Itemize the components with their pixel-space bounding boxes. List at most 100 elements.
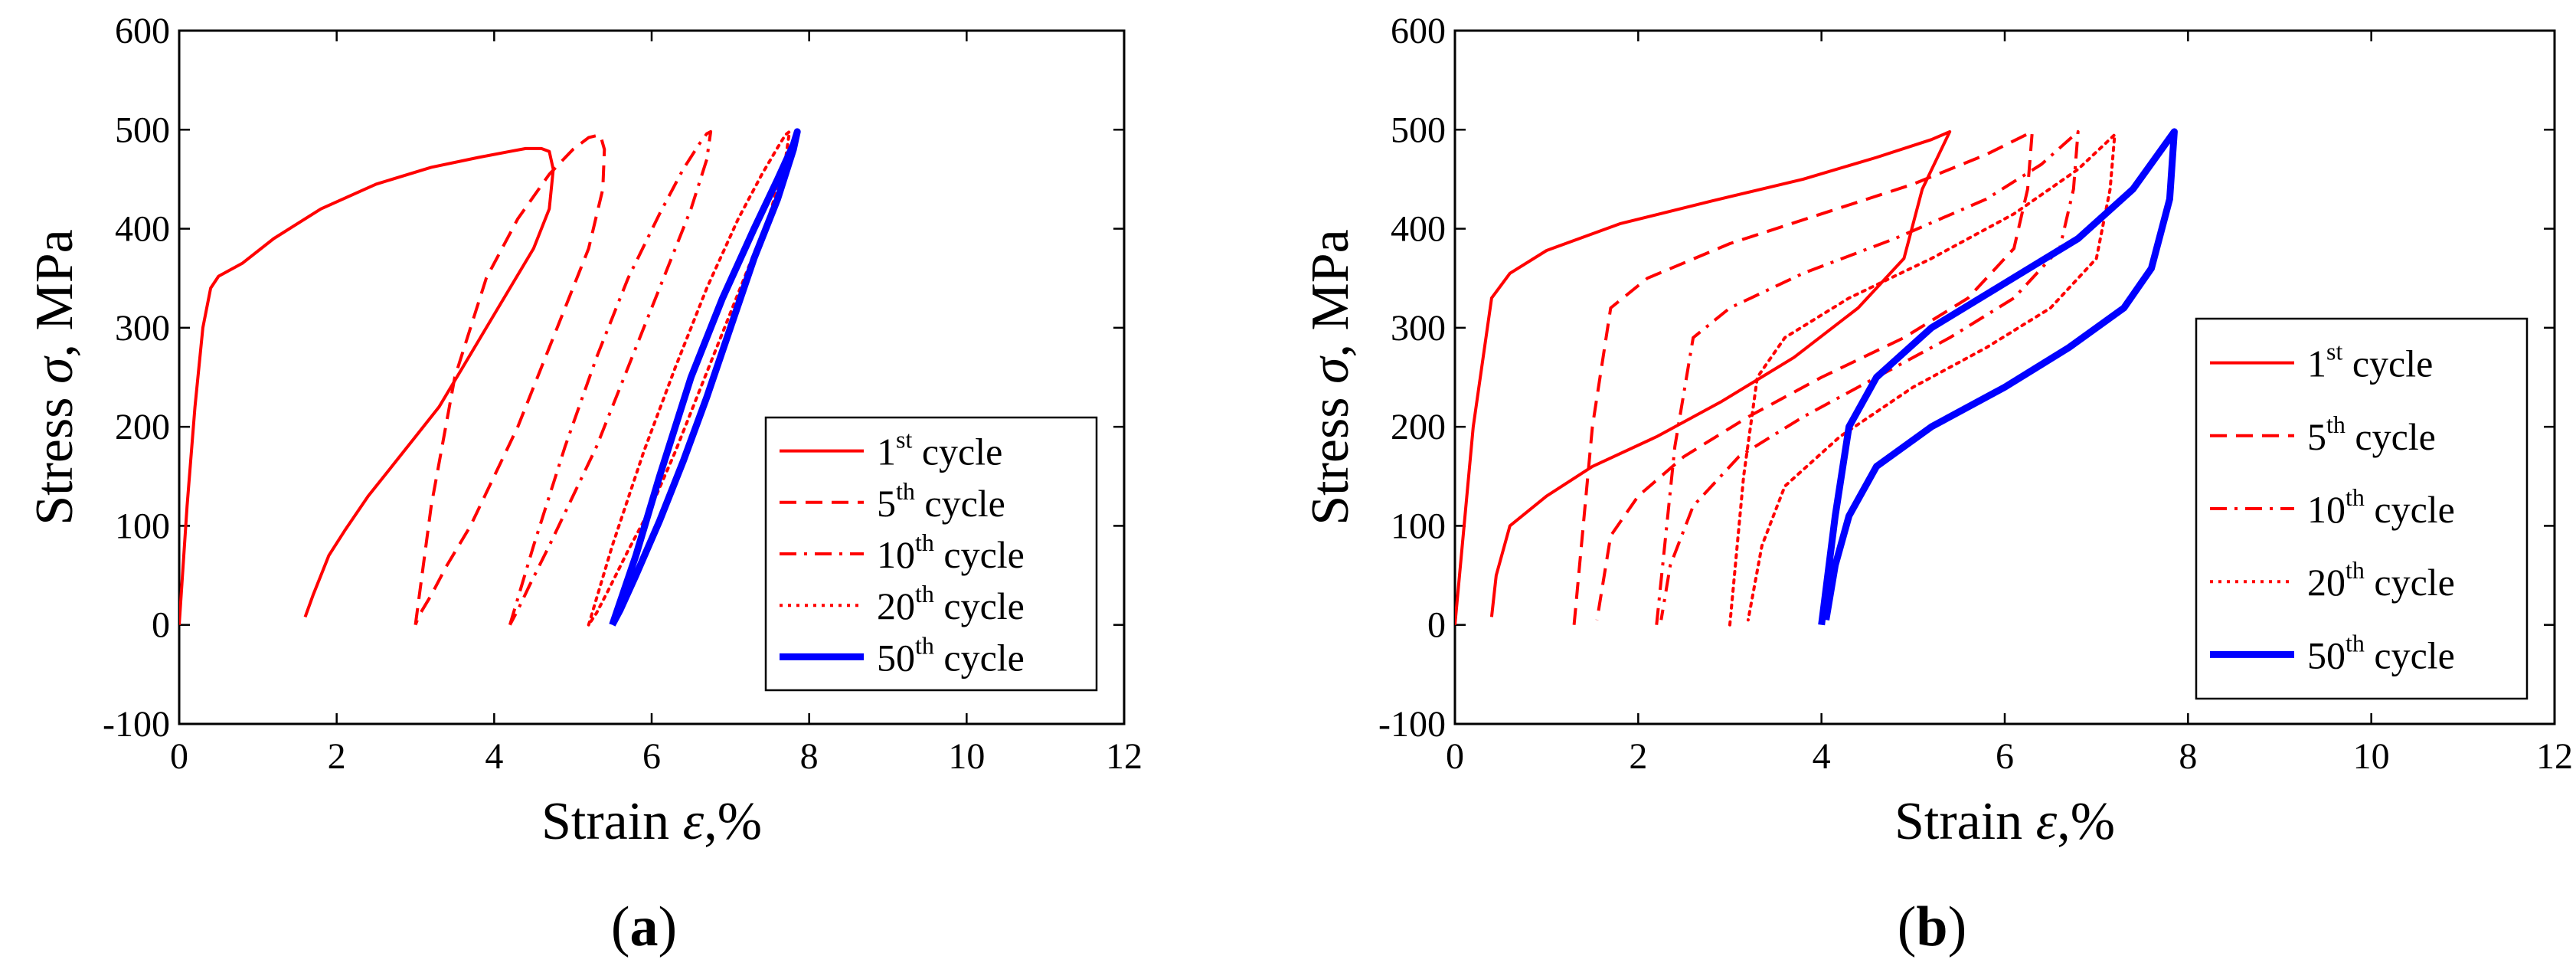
x-tick-label: 4 [1813, 736, 1831, 777]
x-tick-label: 8 [800, 736, 819, 777]
y-tick-label: -100 [103, 704, 170, 745]
y-tick-label: 500 [115, 110, 170, 150]
legend-entry-ordinal: 5 [877, 482, 896, 525]
y-axis-label: Stress σ, MPa [1301, 229, 1360, 526]
legend-entry-ordinal: 10 [877, 533, 915, 576]
legend-entry-word: cycle [2342, 342, 2433, 385]
y-tick-label: 300 [1391, 308, 1446, 349]
panel-b: 0 2 4 6 8 10 12 -100 0 100 200 300 400 500 600 Strain ε… [1288, 0, 2576, 966]
legend-entry-word: cycle [2365, 634, 2455, 676]
y-tick-label: -100 [1378, 704, 1446, 745]
legend-entry-1st: 1st cycle [877, 426, 1002, 473]
legend-entry-suffix: th [896, 477, 915, 505]
y-axis-label-symbol: σ [1301, 355, 1360, 384]
x-tick-label: 12 [1106, 736, 1143, 777]
series-line-1st [1455, 129, 1952, 625]
legend-entry-5th: 5th cycle [877, 477, 1005, 525]
legend-entry-suffix: th [2346, 556, 2365, 584]
legend-entry-ordinal: 20 [877, 585, 915, 627]
y-tick-label: 400 [1391, 209, 1446, 250]
x-tick-label: 0 [1446, 736, 1464, 777]
legend-entry-20th: 20th cycle [877, 580, 1025, 627]
legend-entry-word: cycle [915, 482, 1005, 525]
y-tick-label: 500 [1391, 110, 1446, 150]
series-line-5th [414, 134, 606, 626]
legend-entry-word: cycle [2365, 488, 2455, 531]
legend-entry-word: cycle [2365, 561, 2455, 604]
legend-entry-word: cycle [2346, 415, 2436, 458]
y-axis-label-text: Stress [25, 384, 84, 526]
x-tick-label: 8 [2179, 736, 2197, 777]
x-tick-label: 6 [642, 736, 661, 777]
legend-entry-1st: 1st cycle [2307, 338, 2433, 385]
x-tick-label: 0 [170, 736, 188, 777]
legend-entry-ordinal: 1 [877, 431, 896, 473]
panel-caption-b: (b) [1897, 896, 1967, 958]
x-axis-label-unit: ,% [2057, 792, 2115, 851]
y-axis-label-text: Stress [1301, 384, 1360, 526]
legend-entry-suffix: th [915, 529, 934, 556]
x-tick-label: 2 [328, 736, 346, 777]
x-tick-label: 12 [2536, 736, 2573, 777]
series-line-50th [1818, 128, 2178, 626]
x-axis-label-text: Strain [1894, 792, 2036, 851]
legend-entry-10th: 10th cycle [877, 529, 1025, 576]
legend-entry-ordinal: 10 [2307, 488, 2346, 531]
legend-entry-5th: 5th cycle [2307, 411, 2436, 458]
y-tick-label: 0 [152, 605, 170, 646]
x-tick-label: 6 [1996, 736, 2014, 777]
x-axis-label-symbol: ε [2036, 792, 2058, 851]
series-line-20th [1728, 133, 2117, 627]
x-tick-label: 2 [1629, 736, 1647, 777]
x-tick-label: 10 [948, 736, 985, 777]
panel-caption-a: (a) [610, 896, 678, 958]
x-axis-label-symbol: ε [683, 792, 704, 851]
panel-a: 0 2 4 6 8 10 12 -100 0 100 200 300 400 500 600 Strain ε… [25, 11, 1143, 958]
legend-entry-suffix: th [915, 631, 934, 659]
legend-entry-ordinal: 50 [877, 636, 915, 679]
legend-entry-word: cycle [934, 533, 1025, 576]
y-tick-label: 200 [1391, 407, 1446, 447]
series-line-10th [508, 129, 713, 626]
legend-entry-suffix: th [2346, 483, 2365, 511]
x-tick-label: 4 [485, 736, 503, 777]
x-axis-label-unit: ,% [704, 792, 762, 851]
series-line-20th [587, 129, 791, 627]
panel-label-a: a [629, 896, 659, 958]
legend-entry-ordinal: 1 [2307, 342, 2326, 385]
y-tick-label: 200 [115, 407, 170, 447]
y-axis-label-unit: , MPa [1301, 229, 1360, 357]
y-tick-label: 600 [115, 11, 170, 51]
series-line-50th [609, 128, 801, 627]
legend-entry-ordinal: 50 [2307, 634, 2346, 676]
legend-entry-suffix: th [2326, 411, 2346, 438]
legend-entry-20th: 20th cycle [2307, 556, 2455, 604]
legend-entry-ordinal: 5 [2307, 415, 2326, 458]
x-axis-label: Strain ε,% [1894, 792, 2115, 851]
y-tick-label: 600 [1391, 11, 1446, 51]
y-tick-label: 100 [1391, 506, 1446, 546]
legend-entry-suffix: st [2326, 338, 2342, 365]
y-tick-label: 300 [115, 308, 170, 349]
y-axis-label: Stress σ, MPa [25, 229, 84, 526]
y-axis-label-symbol: σ [25, 355, 84, 384]
legend-entry-ordinal: 20 [2307, 561, 2346, 604]
series-line-10th [1655, 129, 2080, 625]
series-line-5th [1572, 129, 2034, 625]
y-tick-label: 0 [1427, 605, 1446, 646]
legend-entry-10th: 10th cycle [2307, 483, 2455, 531]
y-axis-label-unit: , MPa [25, 229, 84, 357]
panel-label-b: b [1916, 896, 1948, 958]
legend-entry-50th: 50th cycle [2307, 629, 2455, 676]
x-axis-label-text: Strain [541, 792, 683, 851]
y-tick-label: 100 [115, 506, 170, 546]
legend-entry-word: cycle [912, 431, 1002, 473]
series-line-1st [179, 146, 555, 625]
legend-entry-50th: 50th cycle [877, 631, 1025, 679]
legend-entry-suffix: th [915, 580, 934, 607]
legend-entry-suffix: th [2346, 629, 2365, 657]
legend-entry-word: cycle [934, 636, 1025, 679]
x-tick-label: 10 [2353, 736, 2390, 777]
